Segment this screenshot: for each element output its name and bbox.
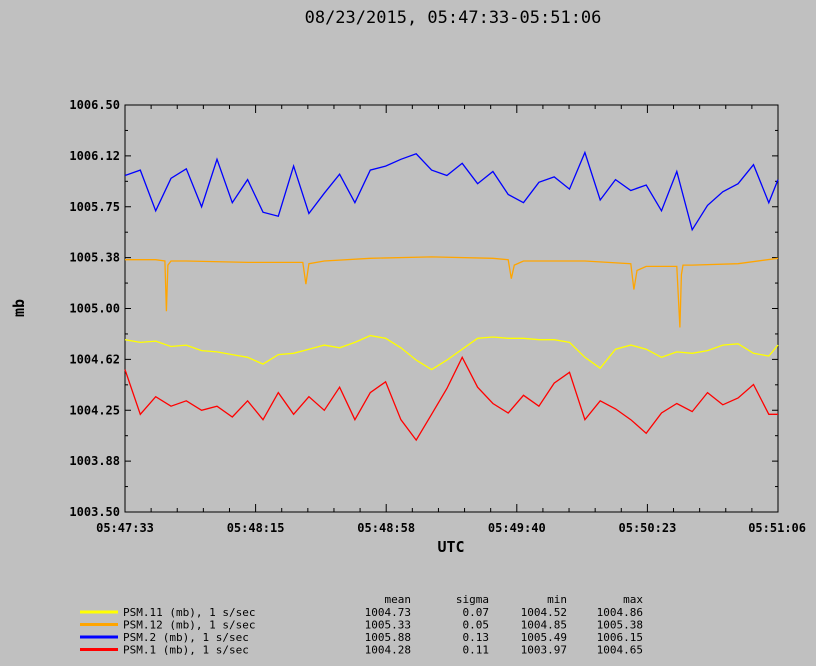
y-tick-label: 1006.12 — [69, 149, 120, 163]
stats-value: 1005.33 — [365, 619, 411, 632]
plot-area — [124, 104, 779, 513]
stats-value: 0.11 — [463, 644, 490, 657]
y-tick-label: 1005.75 — [69, 200, 120, 214]
y-axis: 1006.50 1006.12 1005.75 1005.38 1005.00 1004.… — [69, 98, 778, 519]
x-tick-label: 05:47:33 — [96, 521, 154, 535]
stats-value: 1006.15 — [597, 631, 643, 644]
stats-value: 1004.85 — [521, 619, 567, 632]
stats-header: min — [547, 593, 567, 606]
y-tick-label: 1004.62 — [69, 352, 120, 366]
legend-label: PSM.11 (mb), 1 s/sec — [123, 606, 255, 619]
y-tick-label: 1003.88 — [69, 454, 120, 468]
stats-value: 1004.86 — [597, 606, 643, 619]
stats-value: 0.05 — [463, 619, 490, 632]
y-tick-label: 1003.50 — [69, 505, 120, 519]
series-line-2 — [124, 150, 779, 232]
series-lines — [124, 150, 779, 442]
chart-title: 08/23/2015, 05:47:33-05:51:06 — [305, 8, 602, 28]
legend-label: PSM.12 (mb), 1 s/sec — [123, 619, 255, 632]
stats-header: sigma — [456, 593, 489, 606]
stats-header: mean — [385, 593, 412, 606]
legend-label: PSM.1 (mb), 1 s/sec — [123, 644, 249, 657]
stats-value: 0.07 — [463, 606, 490, 619]
y-tick-label: 1005.00 — [69, 302, 120, 316]
legend-label: PSM.2 (mb), 1 s/sec — [123, 631, 249, 644]
x-axis: 05:47:33 05:48:15 05:48:58 05:49:40 05:50:23… — [96, 105, 806, 535]
x-axis-label: UTC — [437, 538, 464, 556]
y-tick-label: 1006.50 — [69, 98, 120, 112]
stats-value: 1003.97 — [521, 644, 567, 657]
stats-value: 1004.65 — [597, 644, 643, 657]
stats-value: 0.13 — [463, 631, 490, 644]
stats-value: 1004.28 — [365, 644, 411, 657]
stats-value: 1005.88 — [365, 631, 411, 644]
stats-header: max — [623, 593, 643, 606]
x-tick-label: 05:51:06 — [748, 521, 806, 535]
y-axis-label: mb — [10, 299, 28, 317]
x-tick-label: 05:50:23 — [619, 521, 677, 535]
x-tick-label: 05:48:58 — [357, 521, 415, 535]
stats-value: 1004.73 — [365, 606, 411, 619]
y-tick-label: 1005.38 — [69, 251, 120, 265]
series-line-3 — [124, 355, 778, 442]
series-line-1 — [125, 256, 779, 328]
stats-value: 1005.38 — [597, 619, 643, 632]
legend: mean sigma min max PSM.11 (mb), 1 s/sec 1004.… — [80, 593, 643, 657]
x-tick-label: 05:49:40 — [488, 521, 546, 535]
stats-value: 1005.49 — [521, 631, 567, 644]
series-line-0 — [124, 334, 779, 371]
y-tick-label: 1004.25 — [69, 403, 120, 417]
stats-value: 1004.52 — [521, 606, 567, 619]
x-tick-label: 05:48:15 — [227, 521, 285, 535]
